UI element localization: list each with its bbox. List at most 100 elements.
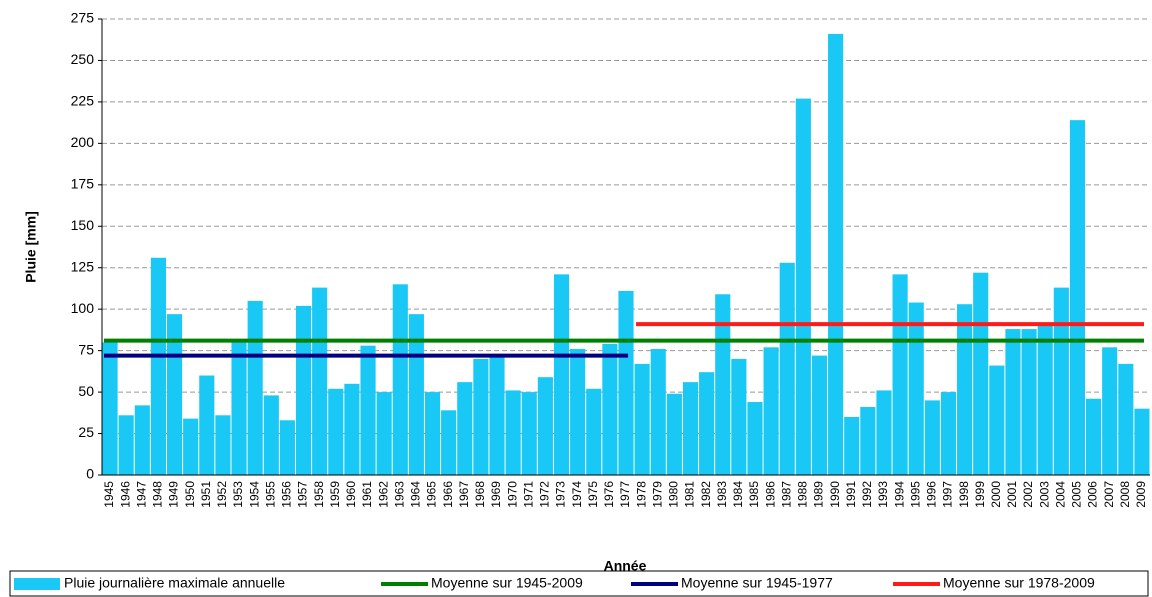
y-axis-title: Pluie [mm] xyxy=(23,211,39,283)
bar xyxy=(473,358,489,475)
x-tick-label: 2008 xyxy=(1118,481,1132,508)
bar xyxy=(279,420,295,475)
x-tick-label: 1957 xyxy=(296,481,310,508)
bar xyxy=(328,388,344,475)
y-tick-label: 250 xyxy=(71,51,95,67)
bar xyxy=(989,365,1005,475)
x-tick-label: 1990 xyxy=(828,481,842,508)
bar xyxy=(537,377,553,475)
bar xyxy=(860,407,876,475)
x-tick-label: 2002 xyxy=(1021,481,1035,508)
x-tick-label: 1964 xyxy=(409,481,423,508)
bar xyxy=(892,274,908,475)
x-tick-label: 1994 xyxy=(892,481,906,508)
bar xyxy=(344,383,360,475)
x-tick-label: 1952 xyxy=(215,481,229,508)
x-tick-label: 1961 xyxy=(360,481,374,508)
x-tick-label: 1966 xyxy=(441,481,455,508)
bar xyxy=(795,98,811,476)
bar xyxy=(957,304,973,475)
bar xyxy=(1102,347,1118,475)
x-tick-label: 1963 xyxy=(392,481,406,508)
x-tick-label: 1949 xyxy=(167,481,181,508)
bar xyxy=(682,382,699,475)
y-tick-label: 175 xyxy=(71,176,95,192)
x-tick-label: 1977 xyxy=(618,481,632,508)
x-tick-label: 1982 xyxy=(699,481,713,508)
x-tick-label: 1993 xyxy=(876,481,890,508)
x-tick-label: 2009 xyxy=(1134,481,1148,508)
x-tick-label: 1965 xyxy=(425,481,439,508)
x-tick-label: 1980 xyxy=(667,481,681,508)
x-tick-label: 1946 xyxy=(118,481,132,508)
bar xyxy=(457,382,473,475)
x-tick-label: 1979 xyxy=(650,481,664,508)
bar xyxy=(1086,398,1102,475)
bar xyxy=(408,314,424,475)
x-tick-label: 1951 xyxy=(199,481,213,508)
bar xyxy=(779,262,795,475)
y-tick-label: 150 xyxy=(71,217,95,233)
x-tick-label: 1969 xyxy=(489,481,503,508)
bar xyxy=(441,410,457,475)
bar xyxy=(312,287,328,475)
legend-box xyxy=(9,570,1149,597)
y-tick-label: 25 xyxy=(78,424,94,440)
x-tick-label: 2003 xyxy=(1037,481,1051,508)
bar xyxy=(134,405,150,475)
bar xyxy=(424,392,441,475)
bar xyxy=(715,294,731,475)
x-tick-label: 1996 xyxy=(925,481,939,508)
bar xyxy=(908,302,924,475)
bar xyxy=(973,272,989,475)
y-tick-label: 100 xyxy=(71,300,95,316)
x-tick-label: 1975 xyxy=(586,481,600,508)
y-tick-label: 75 xyxy=(78,341,94,357)
bar xyxy=(924,400,940,475)
x-tick-label: 1958 xyxy=(312,481,326,508)
legend-label: Moyenne sur 1945-2009 xyxy=(431,575,583,591)
bar xyxy=(699,372,715,475)
x-tick-label: 1973 xyxy=(554,481,568,508)
bar xyxy=(876,390,892,475)
x-tick-label: 1995 xyxy=(908,481,922,508)
x-tick-label: 1992 xyxy=(860,481,874,508)
y-tick-label: 275 xyxy=(71,10,95,26)
bar xyxy=(1069,120,1086,475)
x-tick-label: 1988 xyxy=(796,481,810,508)
bar xyxy=(1053,287,1069,475)
bar xyxy=(392,284,408,475)
x-tick-label: 2001 xyxy=(1005,481,1019,508)
x-tick-label: 1985 xyxy=(747,481,761,508)
bar xyxy=(360,345,376,475)
bar xyxy=(150,257,166,475)
x-tick-label: 2005 xyxy=(1070,481,1084,508)
x-tick-label: 1991 xyxy=(844,481,858,508)
bar xyxy=(118,415,134,475)
bar xyxy=(731,358,747,475)
x-tick-label: 1997 xyxy=(941,481,955,508)
x-tick-label: 2004 xyxy=(1053,481,1067,508)
x-tick-label: 1978 xyxy=(634,481,648,508)
x-tick-label: 1962 xyxy=(376,481,390,508)
bar xyxy=(183,418,199,475)
x-tick-label: 1987 xyxy=(779,481,793,508)
bar xyxy=(489,355,505,475)
y-tick-label: 200 xyxy=(71,134,95,150)
x-tick-label: 2007 xyxy=(1102,481,1116,508)
legend-swatch xyxy=(14,578,60,590)
x-tick-label: 1970 xyxy=(505,481,519,508)
x-tick-label: 1971 xyxy=(521,481,535,508)
bar xyxy=(247,300,263,475)
bar xyxy=(231,342,247,475)
x-axis-title: Année xyxy=(604,558,647,574)
y-tick-label: 225 xyxy=(71,93,95,109)
bar xyxy=(763,347,779,475)
bar xyxy=(199,375,215,475)
x-tick-label: 1981 xyxy=(683,481,697,508)
bar xyxy=(1037,325,1053,475)
bar xyxy=(586,388,602,475)
x-tick-label: 1956 xyxy=(280,481,294,508)
x-tick-label: 1984 xyxy=(731,481,745,508)
